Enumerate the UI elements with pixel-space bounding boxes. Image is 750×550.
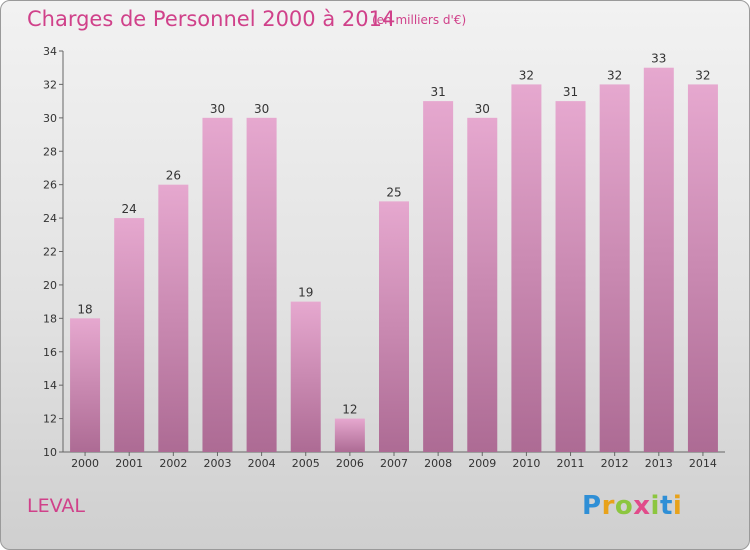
y-tick-label: 30 — [43, 112, 57, 125]
y-tick-label: 34 — [43, 45, 57, 58]
value-label-2000: 18 — [77, 302, 92, 316]
bar-2003[interactable] — [202, 117, 233, 452]
x-tick-label: 2003 — [203, 457, 231, 470]
x-tick-label: 2001 — [115, 457, 143, 470]
y-tick-label: 18 — [43, 312, 57, 325]
y-tick-label: 22 — [43, 246, 57, 259]
value-label-2007: 25 — [386, 185, 401, 199]
y-tick-label: 12 — [43, 413, 57, 426]
logo-letter: r — [601, 491, 615, 521]
value-label-2006: 12 — [342, 403, 357, 417]
x-tick-label: 2011 — [557, 457, 585, 470]
bar-2012[interactable] — [599, 84, 630, 453]
value-label-2003: 30 — [210, 102, 225, 116]
y-tick-label: 10 — [43, 446, 57, 459]
value-label-2002: 26 — [166, 169, 181, 183]
bar-2002[interactable] — [158, 184, 189, 452]
proxiti-logo[interactable]: Proxiti — [582, 491, 682, 521]
logo-letter: t — [659, 491, 673, 521]
value-label-2001: 24 — [122, 202, 137, 216]
y-tick-label: 28 — [43, 145, 57, 158]
x-tick-label: 2009 — [468, 457, 496, 470]
value-label-2014: 32 — [695, 68, 710, 82]
x-tick-label: 2005 — [292, 457, 320, 470]
y-tick-label: 26 — [43, 179, 57, 192]
x-tick-label: 2010 — [512, 457, 540, 470]
value-label-2005: 19 — [298, 286, 313, 300]
logo-letter: x — [633, 491, 651, 521]
bar-2005[interactable] — [290, 301, 321, 452]
x-tick-label: 2012 — [601, 457, 629, 470]
chart-axes: 10 12 14 16 18 20 22 24 26 28 30 32 34 2000 2001 2002 20… — [43, 45, 725, 470]
bar-2006[interactable] — [334, 418, 365, 452]
x-tick-label: 2007 — [380, 457, 408, 470]
logo-letter: i — [672, 491, 683, 521]
value-label-2011: 31 — [563, 85, 578, 99]
value-label-2009: 30 — [475, 102, 490, 116]
bar-2014[interactable] — [687, 84, 718, 453]
x-tick-label: 2006 — [336, 457, 364, 470]
y-tick-label: 20 — [43, 279, 57, 292]
x-tick-label: 2008 — [424, 457, 452, 470]
value-label-2004: 30 — [254, 102, 269, 116]
bar-2008[interactable] — [423, 101, 454, 452]
bar-2004[interactable] — [246, 117, 277, 452]
x-tick-label: 2013 — [645, 457, 673, 470]
y-tick-label: 14 — [43, 379, 57, 392]
logo-letter: i — [650, 491, 660, 521]
chart-value-labels: 18 24 26 30 30 19 12 25 31 30 32 31 32 33 32 — [77, 52, 710, 417]
x-tick-label: 2014 — [689, 457, 717, 470]
x-tick-label: 2004 — [248, 457, 276, 470]
bar-2013[interactable] — [643, 67, 674, 452]
chart-bars — [70, 67, 718, 453]
logo-letter: o — [614, 491, 634, 521]
y-tick-label: 16 — [43, 346, 57, 359]
value-label-2012: 32 — [607, 68, 622, 82]
y-tick-label: 24 — [43, 212, 57, 225]
bar-2000[interactable] — [70, 318, 101, 452]
value-label-2008: 31 — [430, 85, 445, 99]
commune-name: LEVAL — [27, 495, 85, 517]
bar-2010[interactable] — [511, 84, 542, 453]
value-label-2010: 32 — [519, 68, 534, 82]
logo-letter: P — [582, 491, 602, 521]
value-label-2013: 33 — [651, 52, 666, 66]
x-tick-label: 2002 — [159, 457, 187, 470]
bar-2009[interactable] — [467, 117, 498, 452]
y-tick-label: 32 — [43, 78, 57, 91]
x-tick-label: 2000 — [71, 457, 99, 470]
bar-2001[interactable] — [114, 218, 145, 452]
chart-subtitle: (en milliers d'€) — [372, 13, 467, 27]
chart-title: Charges de Personnel 2000 à 2014 — [27, 7, 396, 31]
bar-2007[interactable] — [379, 201, 409, 452]
bar-2011[interactable] — [555, 101, 586, 452]
